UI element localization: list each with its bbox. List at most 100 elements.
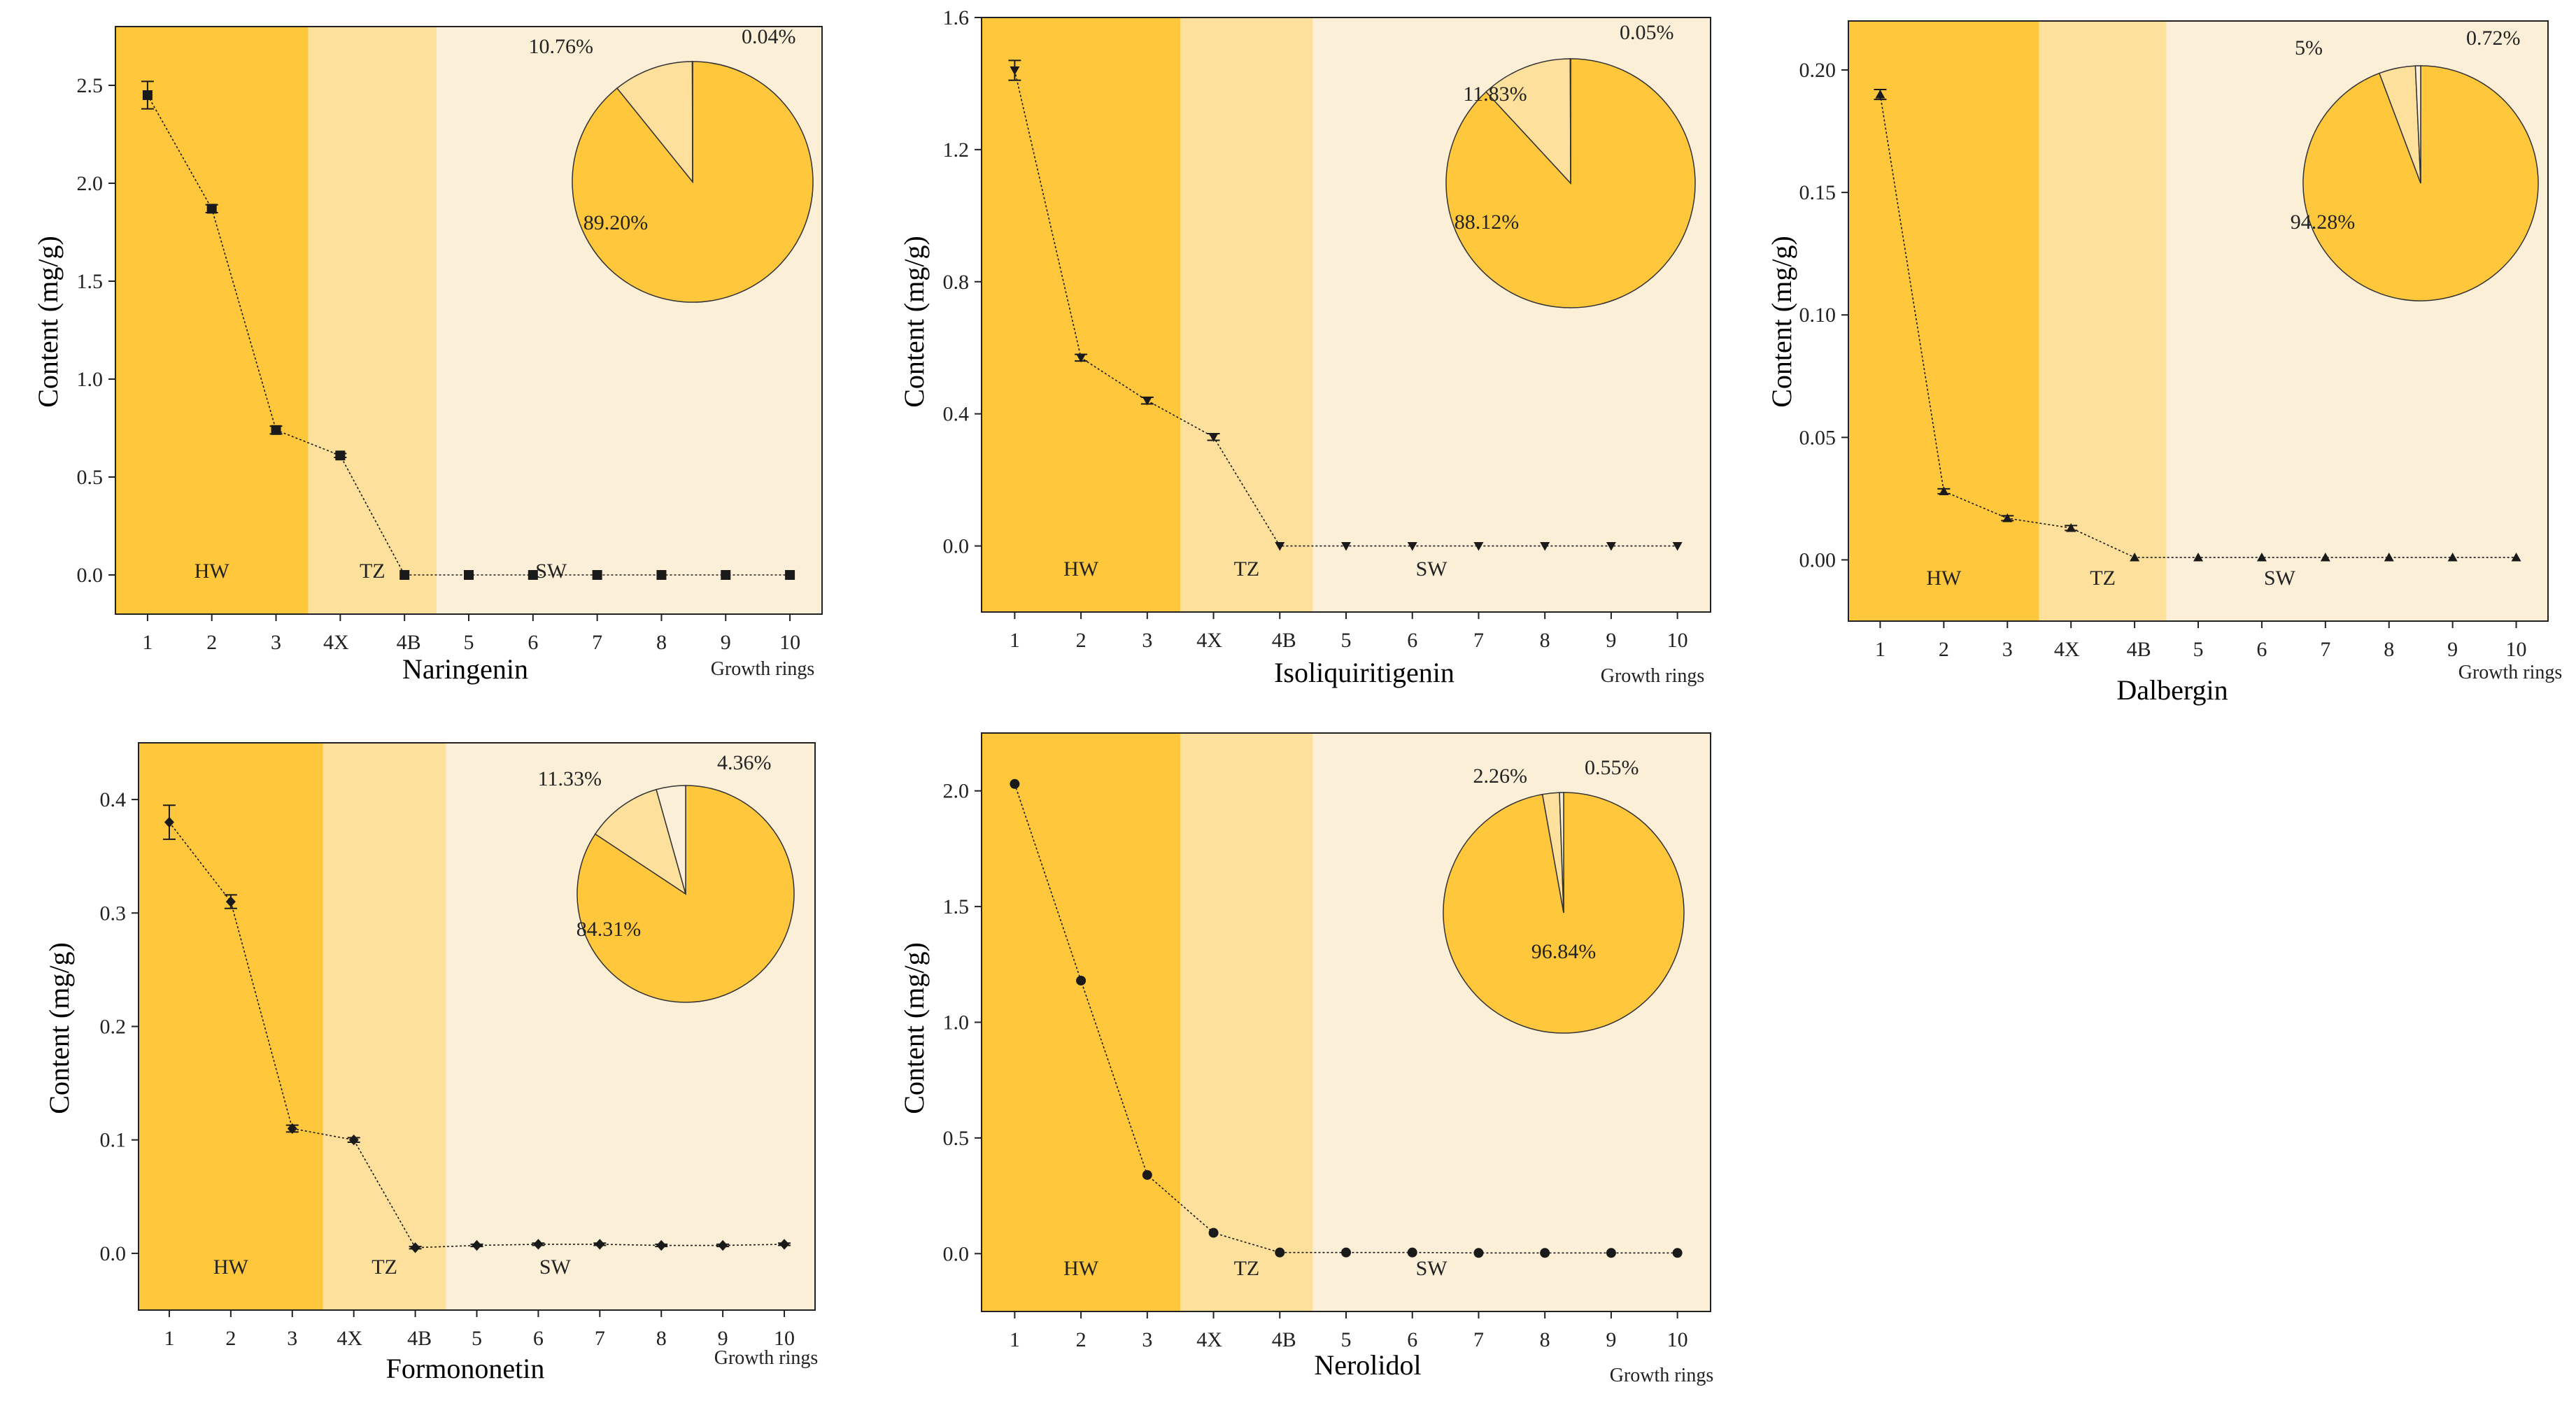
y-tick-label: 0.3: [100, 902, 127, 925]
data-point: [779, 1239, 790, 1250]
pie-label-tz: 11.33%: [538, 767, 602, 790]
x-axis-label: Growth rings: [711, 658, 815, 680]
x-tick-label: 9: [2447, 638, 2458, 661]
y-tick-label: 2.0: [943, 780, 970, 803]
pie-slice-hw: [1445, 58, 1696, 308]
x-tick-label: 4B: [2127, 638, 2151, 661]
data-point: [271, 425, 281, 435]
x-tick-label: 7: [2320, 638, 2330, 661]
data-point: [472, 1239, 482, 1251]
data-point: [592, 570, 602, 580]
x-axis-label: Growth rings: [1610, 1365, 1714, 1386]
y-tick-label: 0.4: [943, 403, 970, 426]
data-point: [206, 204, 217, 214]
tz-label: TZ: [2090, 567, 2116, 590]
data-point: [1142, 397, 1152, 406]
data-point: [142, 90, 153, 100]
x-tick-label: 3: [271, 631, 281, 654]
x-tick-label: 6: [528, 631, 538, 654]
data-point: [1010, 778, 1020, 789]
y-axis-label: Content (mg/g): [43, 942, 75, 1114]
tz-region: [2039, 21, 2167, 621]
data-point: [399, 570, 410, 580]
x-axis-label: Growth rings: [2458, 662, 2563, 683]
hw-region: [115, 27, 309, 614]
chart-title: Dalbergin: [2116, 674, 2228, 706]
data-point: [464, 570, 474, 580]
x-tick-label: 2: [1939, 638, 1949, 661]
x-tick-label: 7: [595, 1327, 605, 1350]
x-tick-label: 5: [1341, 629, 1352, 652]
data-point: [1341, 1247, 1351, 1258]
x-tick-label: 6: [533, 1327, 544, 1350]
chart-title: Nerolidol: [1314, 1349, 1421, 1381]
y-tick-label: 0.20: [1799, 59, 1837, 82]
data-point: [595, 1239, 605, 1250]
x-tick-label: 4X: [2054, 638, 2080, 661]
x-tick-label: 5: [2193, 638, 2204, 661]
pie-chart: 88.12% 11.83% 0.05%: [1445, 21, 1696, 308]
x-tick-label: 4B: [1272, 629, 1296, 652]
data-point: [2193, 552, 2203, 562]
hw-label: HW: [194, 560, 230, 583]
x-tick-label: 2: [206, 631, 217, 654]
x-tick-label: 10: [1667, 629, 1688, 652]
y-tick-label: 0.4: [100, 788, 127, 811]
tz-region: [1180, 17, 1313, 612]
x-tick-label: 9: [718, 1327, 728, 1350]
pie-slice-sw: [2414, 65, 2421, 184]
hw-region: [982, 17, 1181, 612]
pie-label-tz: 10.76%: [529, 35, 594, 58]
data-point: [1875, 90, 1885, 99]
y-tick-label: 0.5: [943, 1127, 970, 1150]
x-tick-label: 2: [1076, 629, 1087, 652]
x-tick-label: 3: [1142, 629, 1152, 652]
x-tick-label: 4B: [407, 1327, 432, 1350]
data-point: [528, 570, 538, 580]
x-tick-label: 6: [2256, 638, 2267, 661]
chart-title: Isoliquiritigenin: [1274, 657, 1455, 688]
y-tick-label: 1.6: [943, 6, 970, 29]
pie-label-sw: 4.36%: [717, 751, 772, 774]
data-point: [1672, 541, 1683, 551]
y-axis-label: Content (mg/g): [898, 942, 930, 1114]
data-point: [1540, 541, 1550, 551]
data-point: [2256, 552, 2267, 562]
x-tick-label: 10: [774, 1327, 795, 1350]
tz-region: [1180, 733, 1313, 1311]
y-tick-label: 1.2: [943, 138, 970, 162]
x-tick-label: 9: [1606, 629, 1616, 652]
pie-label-tz: 11.83%: [1463, 83, 1527, 106]
data-point: [718, 1239, 728, 1251]
x-tick-label: 3: [2002, 638, 2013, 661]
sw-label: SW: [2264, 567, 2296, 590]
hw-region: [139, 743, 323, 1310]
x-tick-label: 9: [721, 631, 731, 654]
data-point: [1208, 1228, 1219, 1238]
tz-region: [323, 743, 446, 1310]
y-tick-label: 0.2: [100, 1016, 127, 1039]
x-tick-label: 8: [656, 1327, 667, 1350]
panel-isoliquiritigenin: HW TZ SW 0.0 0.4 0.8 1.2 1.6 1 2 3 4X 4B 5 6 7 8 9 10 Isoli…: [898, 6, 1711, 688]
data-point: [1540, 1248, 1550, 1258]
data-point: [1672, 1248, 1683, 1258]
pie-chart: 94.28% 5% 0.72%: [2291, 27, 2539, 301]
tz-region: [308, 27, 437, 614]
tz-label: TZ: [360, 560, 385, 583]
x-tick-label: 8: [656, 631, 667, 654]
x-tick-label: 5: [1341, 1328, 1352, 1351]
data-point: [2511, 552, 2521, 562]
data-point: [1076, 975, 1087, 986]
y-tick-label: 1.0: [943, 1011, 970, 1034]
pie-chart: 96.84% 2.26% 0.55%: [1443, 756, 1685, 1034]
series-line: [1014, 783, 1678, 1254]
x-tick-label: 8: [2384, 638, 2394, 661]
pie-slice-sw: [1569, 58, 1571, 184]
chart-title: Formononetin: [386, 1353, 545, 1384]
pie-slice-hw: [576, 785, 795, 1003]
x-tick-label: 1: [1010, 629, 1020, 652]
data-point: [2384, 552, 2394, 562]
x-tick-label: 4X: [323, 631, 349, 654]
y-tick-label: 0.05: [1799, 426, 1837, 449]
